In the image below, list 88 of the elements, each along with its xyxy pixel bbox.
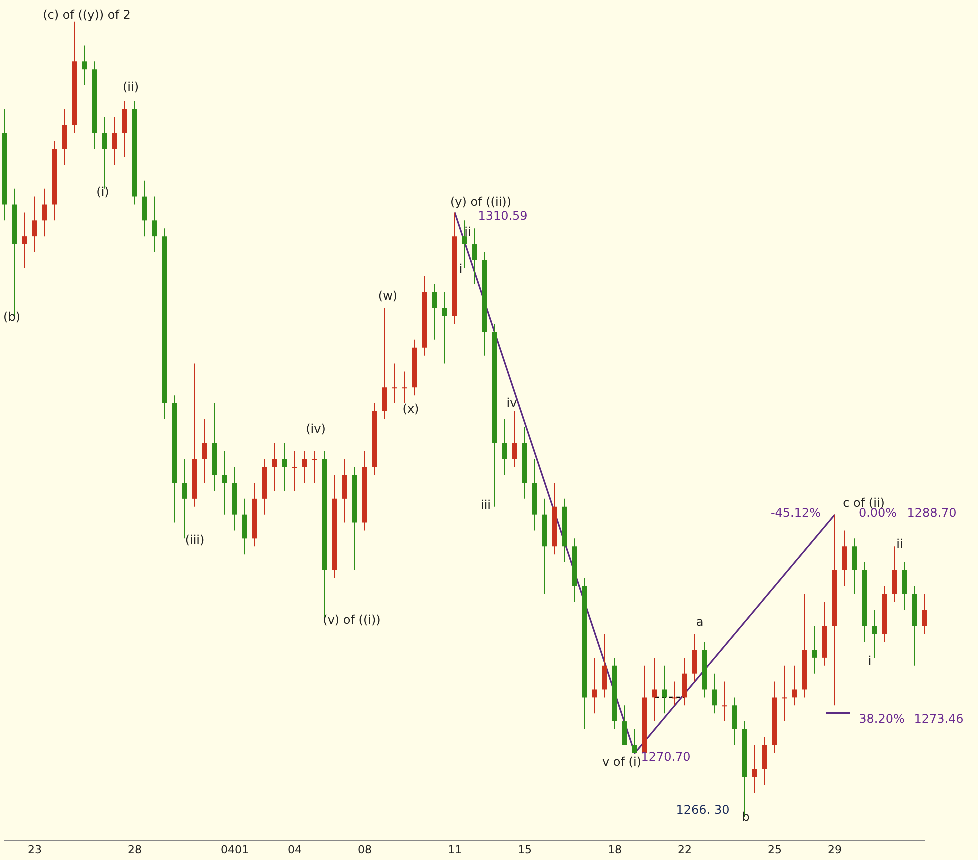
candlestick [762,736,768,786]
candlestick [922,594,928,635]
annotation: 1288.70 [907,506,957,520]
candlestick [292,450,298,492]
x-tick-label: 18 [608,843,622,856]
x-tick-label: 04 [288,843,302,856]
candlestick [312,450,318,484]
candlestick [722,681,728,722]
annotation: (x) [402,402,420,416]
candlestick [62,108,68,166]
annotation: (iv) [306,422,326,436]
candlestick [112,116,118,166]
annotation: iii [480,498,492,512]
candlestick [852,538,858,595]
candlestick [142,180,148,238]
candlestick [892,546,898,603]
candlestick [872,610,878,658]
x-tick-label: 0401 [221,843,249,856]
annotation: (ii) [122,80,140,94]
candlestick [432,284,438,340]
x-tick-label: 28 [128,843,142,856]
candlestick [382,308,388,420]
candlestick [652,657,658,722]
candlestick [902,562,908,611]
candlestick [222,450,228,516]
candlestick [622,705,628,746]
candlestick [712,673,718,714]
x-tick-label: 08 [358,843,372,856]
annotation: v of (i) [602,755,642,770]
annotation: 1310.59 [478,209,528,224]
candlestick [462,220,468,269]
candlestick [662,665,668,714]
candlestick [342,458,348,524]
candlestick [632,728,638,754]
x-tick-label: 29 [828,843,842,856]
annotation: i [459,262,463,276]
candlestick [782,665,788,722]
annotation: ii [896,537,904,552]
annotation: 1273.46 [914,712,964,726]
annotation: -45.12% [770,506,822,520]
annotation: (i) [96,185,110,200]
candlestick [22,212,28,269]
x-tick-label: 25 [768,843,782,856]
candlestick [122,100,128,158]
annotation: (c) of ((y)) of 2 [43,8,131,22]
candlestick [182,458,188,540]
candlestick [812,626,818,674]
candlestick [682,657,688,706]
candlestick [42,188,48,238]
x-tick-label: 23 [28,843,42,856]
annotation: (b) [4,310,20,324]
x-tick-label: 15 [518,843,532,856]
candlestick [442,292,448,364]
annotation: b [742,810,750,824]
x-tick-label: 11 [448,843,462,856]
annotation: i [868,654,872,668]
candlestick [792,665,798,706]
candlestick [282,442,288,492]
candlestick [302,450,308,484]
candlestick [272,442,278,492]
annotation: 38.20% [859,712,905,726]
candlestick [672,681,678,706]
candlestick [592,657,598,714]
candlestick [82,45,88,86]
annotation: (y) of ((ii)) [450,195,512,210]
annotation: ii [464,225,472,240]
candlestick [512,410,518,468]
candlestick [732,697,738,746]
x-tick-label: 22 [678,843,692,856]
candlestick [202,418,208,484]
candlestick [692,634,698,682]
annotation: 1266. 30 [676,803,730,818]
candlestick [392,363,398,404]
candlestick [842,530,848,587]
annotation: (w) [378,289,398,304]
candlestick [472,228,478,285]
annotation: (v) of ((i)) [323,613,381,628]
annotation: (iii) [185,533,205,548]
candlestick [602,634,608,698]
candlestick [152,196,158,253]
candlestick [502,418,508,476]
candlestick [752,744,758,794]
annotation: 1270.70 [641,750,691,764]
candlestick [242,498,248,556]
annotation: iv [506,396,518,410]
candlestick [402,371,408,404]
candlestick [32,196,38,253]
annotation: a [696,615,704,630]
